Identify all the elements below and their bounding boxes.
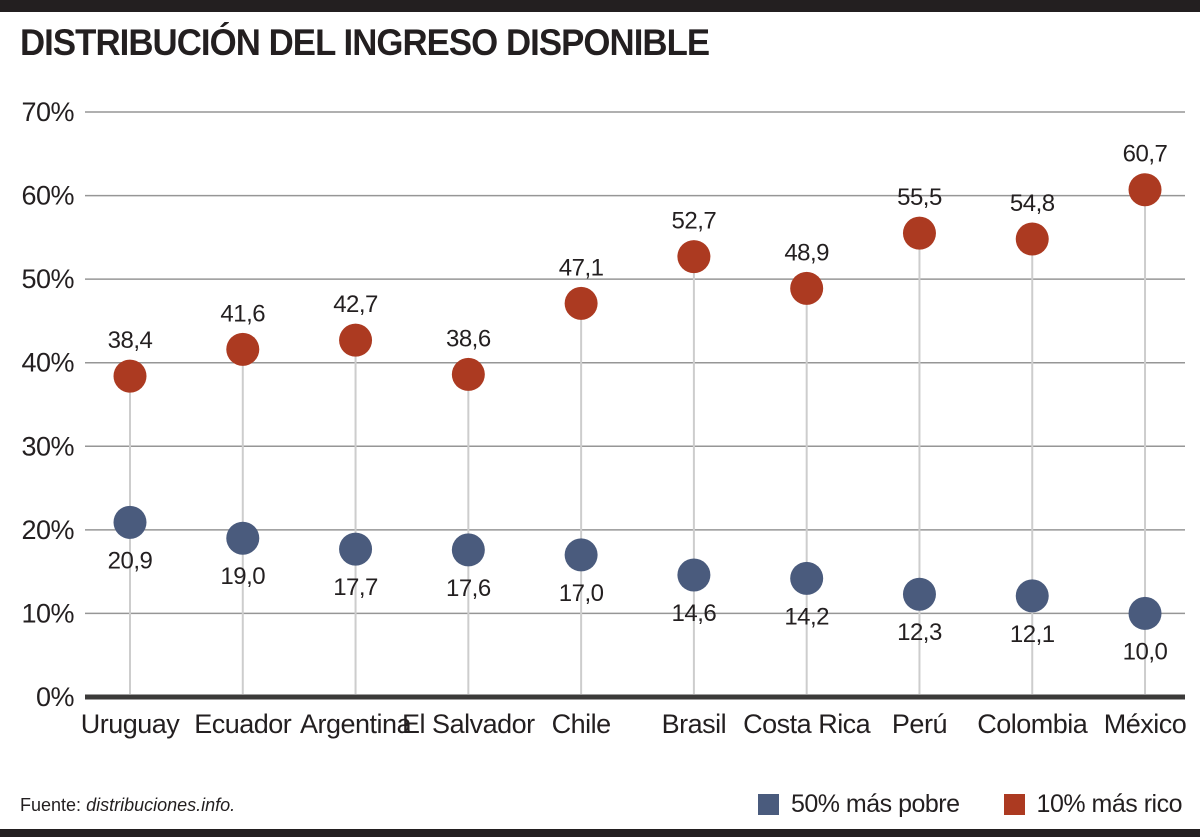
data-point-rich [1128, 173, 1162, 207]
data-point-rich [677, 240, 711, 274]
value-label-rich: 38,4 [108, 327, 153, 354]
data-point-rich [902, 216, 936, 250]
x-tick-label: México [1104, 709, 1187, 739]
x-tick-label: Chile [552, 709, 611, 739]
value-label-poor: 20,9 [108, 547, 153, 574]
value-label-poor: 12,1 [1010, 621, 1055, 648]
value-label-rich: 42,7 [333, 291, 378, 318]
value-label-rich: 52,7 [672, 208, 717, 235]
data-point-rich [1015, 222, 1049, 256]
value-label-poor: 12,3 [897, 619, 942, 646]
data-point-poor [1015, 579, 1049, 613]
source-note: Fuente: distribuciones.info. [20, 795, 235, 816]
data-point-rich [339, 323, 373, 357]
legend-swatch-poor [757, 794, 779, 815]
x-tick-label: Brasil [662, 709, 727, 739]
x-tick-label: Perú [892, 709, 947, 739]
x-tick-label: Colombia [977, 709, 1089, 739]
value-label-rich: 55,5 [897, 184, 942, 211]
data-point-poor [451, 533, 485, 567]
legend-label-poor: 50% más pobre [790, 790, 960, 818]
top-black-bar [0, 0, 1200, 12]
source-name: distribuciones.info. [86, 795, 236, 815]
data-point-poor [113, 505, 147, 539]
value-label-poor: 10,0 [1123, 638, 1168, 665]
data-point-poor [564, 538, 598, 572]
y-tick-label: 40% [21, 348, 74, 378]
value-label-rich: 60,7 [1123, 141, 1168, 168]
data-point-rich [564, 286, 598, 320]
y-tick-label: 20% [21, 515, 74, 545]
y-tick-label: 60% [21, 181, 74, 211]
x-tick-label: El Salvador [402, 709, 535, 739]
data-point-poor [790, 561, 824, 595]
chart-legend: 50% más pobre 10% más rico [757, 790, 1183, 819]
source-prefix: Fuente: [20, 795, 82, 815]
value-label-rich: 54,8 [1010, 190, 1055, 217]
data-point-rich [451, 357, 485, 391]
value-label-poor: 14,6 [672, 600, 717, 627]
data-point-poor [226, 521, 260, 555]
x-tick-label: Ecuador [194, 709, 292, 739]
legend-item-poor: 50% más pobre [757, 790, 960, 819]
value-label-rich: 47,1 [559, 254, 604, 281]
data-point-rich [226, 332, 260, 366]
value-label-rich: 38,6 [446, 325, 491, 352]
value-label-poor: 17,0 [559, 580, 604, 607]
chart-canvas: 70% 60% 50% 40% 30% 20% 10% 0%Uruguay Ecuador Arg… [21, 97, 1187, 739]
legend-swatch-rich [1003, 794, 1025, 815]
y-tick-label: 30% [21, 431, 74, 461]
legend-label-rich: 10% más rico [1036, 790, 1183, 818]
y-tick-label: 70% [21, 97, 74, 127]
value-label-poor: 19,0 [220, 563, 265, 590]
bottom-black-bar [0, 829, 1200, 837]
value-label-rich: 48,9 [784, 239, 829, 266]
data-point-poor [677, 558, 711, 592]
x-tick-label: Costa Rica [743, 709, 872, 739]
y-tick-label: 50% [21, 264, 74, 294]
value-label-poor: 14,2 [784, 603, 829, 630]
data-point-rich [113, 359, 147, 393]
value-label-rich: 41,6 [220, 300, 265, 327]
y-tick-label: 10% [21, 598, 74, 628]
data-point-poor [339, 532, 373, 566]
value-label-poor: 17,6 [446, 575, 491, 602]
x-tick-label: Uruguay [81, 709, 181, 739]
legend-item-rich: 10% más rico [1003, 790, 1183, 819]
y-tick-label: 0% [36, 682, 75, 712]
data-point-poor [902, 577, 936, 611]
data-point-poor [1128, 596, 1162, 630]
value-label-poor: 17,7 [333, 574, 378, 601]
data-point-rich [790, 271, 824, 305]
x-tick-label: Argentina [300, 709, 413, 739]
page-title: DISTRIBUCIÓN DEL INGRESO DISPONIBLE [20, 22, 710, 63]
